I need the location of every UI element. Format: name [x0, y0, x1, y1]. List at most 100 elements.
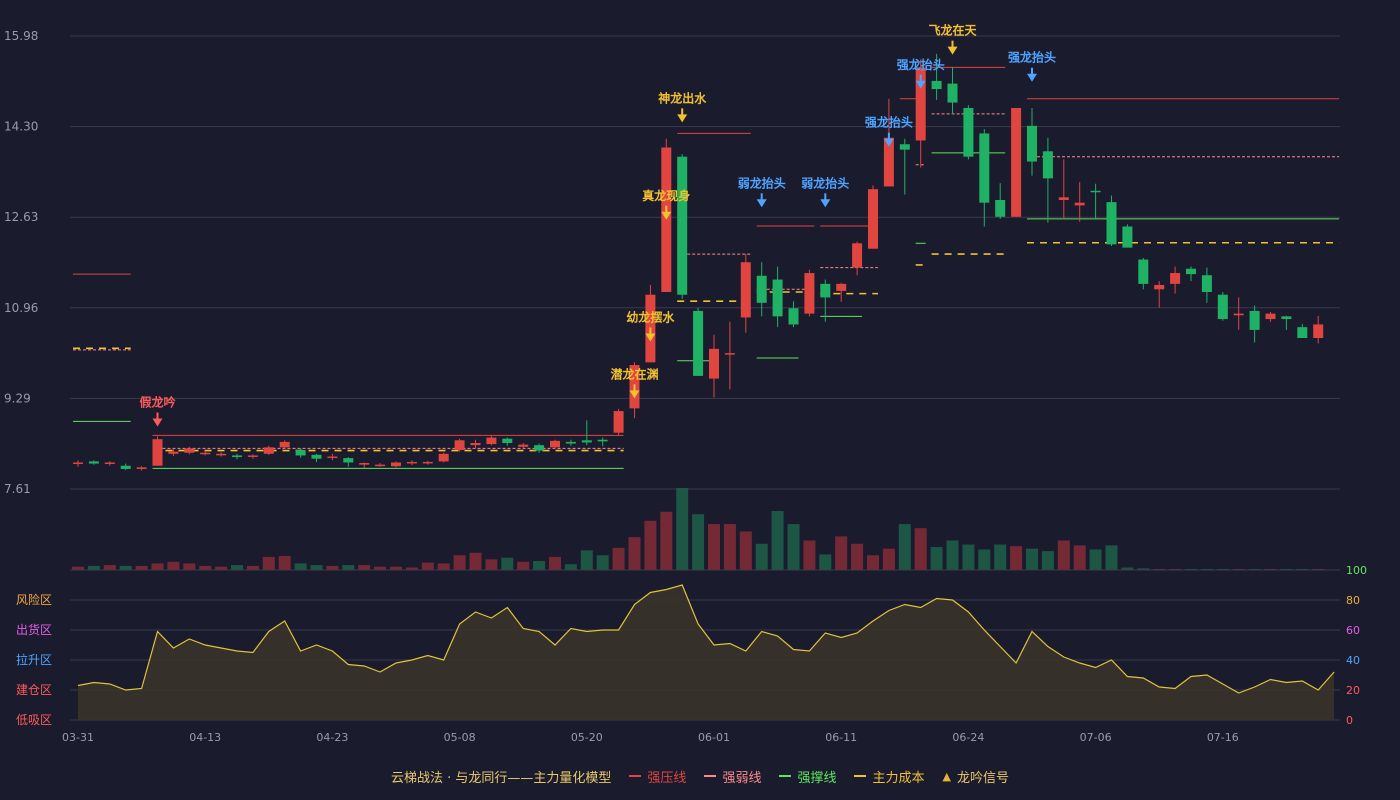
volume-bar [882, 548, 895, 570]
volume-bar [612, 547, 625, 570]
zone-label: 低吸区 [16, 713, 52, 727]
candle-body [518, 444, 529, 447]
candle-body [470, 442, 481, 446]
signal-label: 假龙吟 [139, 395, 175, 410]
signal-label: 强龙抬头 [897, 57, 945, 72]
candle-body [1186, 268, 1196, 275]
date-tick-label: 06-01 [698, 731, 730, 744]
volume-bar [819, 554, 832, 570]
candle-body [1217, 294, 1228, 320]
candle-body [963, 107, 974, 157]
price-axis: 15.98 14.30 12.63 10.96 9.29 7.61 [4, 29, 38, 496]
volume-bar [1041, 551, 1054, 570]
volume-bar [87, 565, 100, 570]
volume-bar [771, 510, 784, 570]
candle-body [311, 454, 322, 459]
candle-body [502, 438, 513, 443]
volume-bar [262, 556, 275, 570]
volume-bar [596, 555, 609, 570]
price-grid [70, 35, 1340, 490]
candle-body [724, 353, 735, 355]
legend-item-support[interactable]: 强撑线 [779, 767, 836, 786]
volume-bar [867, 555, 879, 570]
signal-arrow-icon [756, 199, 767, 208]
legend-swatch [854, 775, 867, 777]
price-tick-label: 14.30 [4, 120, 38, 134]
oscillator-line [77, 584, 1335, 694]
date-tick-label: 03-31 [62, 731, 94, 744]
candle-body [883, 137, 894, 187]
zone-label: 建仓区 [16, 683, 52, 697]
candle-body [438, 453, 449, 462]
signal-arrow-icon [645, 333, 656, 342]
signal-arrow-icon [1027, 73, 1037, 82]
candle-body [120, 465, 131, 469]
candle-body [247, 455, 258, 457]
candle-body [1058, 197, 1069, 200]
signal-label: 幼龙摆水 [626, 310, 675, 325]
candle-body [152, 439, 163, 466]
volume-bar [167, 561, 180, 570]
signal-arrow-icon [947, 46, 958, 55]
candle-body [836, 283, 847, 291]
signal-arrow-icon [629, 390, 640, 399]
candle-body [88, 461, 99, 464]
price-tick-label: 9.29 [4, 391, 31, 405]
candle-body [1170, 273, 1181, 284]
volume-bar [278, 556, 291, 570]
legend-item-resistance[interactable]: 强压线 [629, 767, 686, 786]
volume-bar [755, 543, 768, 570]
volume-bar [1026, 548, 1038, 570]
candle-body [1011, 107, 1022, 217]
volume-bar [564, 564, 577, 570]
date-tick-label: 06-24 [952, 731, 984, 744]
volume-bar [835, 536, 848, 570]
candle-body [1074, 202, 1085, 206]
legend-item-cost[interactable]: 主力成本 [854, 767, 924, 786]
legend-label: 龙吟信号 [956, 770, 1009, 786]
candle-body [804, 273, 815, 314]
volume-bar [1121, 567, 1134, 570]
candle-body [947, 83, 958, 103]
candle-body [184, 448, 195, 453]
volume-bar [692, 514, 705, 570]
signal-label: 真龙现身 [642, 188, 690, 203]
oscillator-tick-label: 20 [1346, 684, 1360, 697]
candle-body [756, 275, 767, 303]
candle-body [375, 464, 386, 467]
volume-bar [390, 566, 402, 570]
volume-bar [803, 540, 816, 570]
date-tick-label: 05-20 [571, 731, 603, 744]
volume-bar [421, 562, 434, 570]
signal-label: 神龙出水 [658, 90, 707, 105]
legend-item-signal[interactable]: ▲ 龙吟信号 [942, 767, 1008, 786]
candle-body [406, 461, 417, 464]
legend-title: 云梯战法 · 与龙同行——主力量化模型 [391, 770, 612, 786]
volume-bar [930, 547, 943, 570]
volume-bar [1089, 549, 1102, 570]
candle-body [232, 455, 242, 458]
volume-bar [374, 566, 387, 570]
volume-bar [453, 555, 466, 570]
volume-bar [628, 537, 641, 570]
candle-body [534, 445, 545, 451]
volume-bar [1137, 568, 1150, 570]
volume-bar [405, 567, 418, 570]
legend-item-strength[interactable]: 强弱线 [704, 767, 761, 786]
legend-swatch [779, 775, 792, 777]
candle-body [1042, 151, 1053, 179]
volume-bar [851, 543, 864, 570]
volume-bar [358, 565, 371, 570]
oscillator-area [78, 585, 1335, 720]
legend-label: 强撑线 [797, 770, 837, 786]
date-axis: 03-31 04-13 04-23 05-08 05-20 06-01 06-11 06-24… [62, 731, 1239, 744]
candle-body [263, 447, 274, 454]
oscillator-tick-label: 40 [1346, 654, 1360, 667]
candle-body [693, 310, 704, 376]
legend-label: 主力成本 [872, 770, 925, 786]
oscillator-tick-label: 0 [1346, 714, 1353, 727]
price-tick-label: 7.61 [4, 482, 31, 496]
volume-bar [103, 565, 116, 570]
signal-label: 弱龙抬头 [738, 175, 786, 190]
date-tick-label: 04-13 [189, 731, 221, 744]
